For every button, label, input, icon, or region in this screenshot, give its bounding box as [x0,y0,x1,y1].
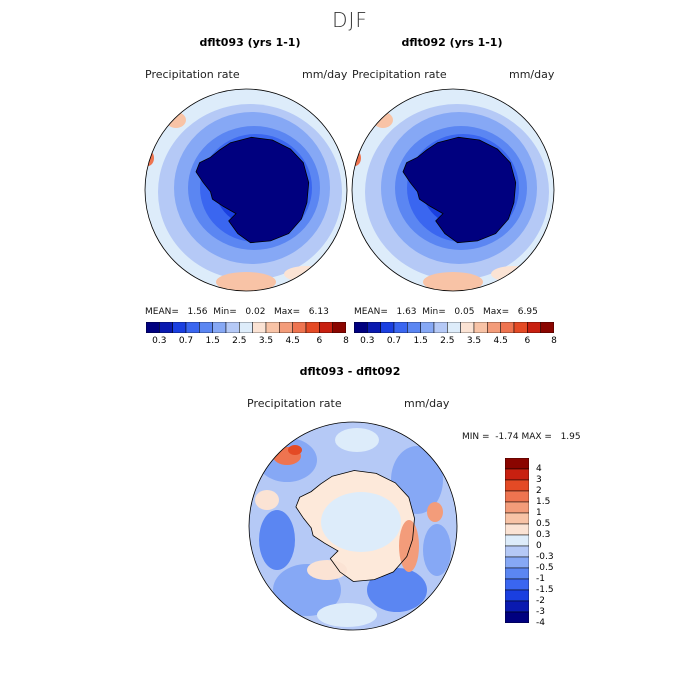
diff-colorbar-ticks: 4 3 2 1.5 1 0.5 0.3 0 -0.3 -0.5 -1 -1.5 -2 -3 -4 [536,458,576,628]
panel2-mean-label: MEAN= [354,307,388,317]
diff-colorbar-tick-label: 4 [536,464,542,474]
diff-colorbar-tick-label: -0.3 [536,552,554,562]
panel2-title: dflt092 (yrs 1-1) [401,36,503,49]
panel2-colorbar [354,322,554,333]
diff-min: -1.74 [495,432,519,442]
panel1-max-label: Max= [274,307,301,317]
panel2-mean: 1.63 [396,307,417,317]
colorbar-tick-label: 8 [343,336,349,346]
colorbar-tick-label: 0.3 [152,336,167,346]
diff-colorbar-tick-label: -2 [536,596,545,606]
diff-colorbar-tick-label: -0.5 [536,563,554,573]
colorbar-tick-label: 2.5 [440,336,455,346]
diff-colorbar [505,458,529,623]
diff-colorbar-tick-label: 1.5 [536,497,551,507]
colorbar-tick-label: 2.5 [232,336,247,346]
colorbar-tick-label: 6 [316,336,323,346]
diff-polar-map [248,421,458,631]
diff-colorbar-tick-label: 0.3 [536,530,551,540]
colorbar-tick-label: 8 [551,336,557,346]
colorbar-tick-label: 6 [524,336,531,346]
panel2-polar-map [351,88,555,292]
panel1-units: mm/day [302,68,348,81]
diff-colorbar-tick-label: -1.5 [536,585,554,595]
diff-colorbar-tick-label: 1 [536,508,542,518]
colorbar-tick-label: 3.5 [466,336,482,346]
colorbar-tick-label: 0.7 [178,336,194,346]
diff-colorbar-tick-label: -1 [536,574,545,584]
panel2-stats: MEAN= 1.63 Min= 0.05 Max= 6.95 [354,307,538,317]
colorbar-tick-label: 1.5 [205,336,220,346]
colorbar-tick-label: 1.5 [413,336,428,346]
diff-colorbar-tick-label: -3 [536,607,545,617]
colorbar-tick-label: 4.5 [285,336,300,346]
season-title: DJF [332,8,368,32]
panel1-var-label: Precipitation rate [145,68,240,81]
panel2-max-label: Max= [483,307,510,317]
diff-colorbar-tick-label: 2 [536,486,542,496]
panel2-min-label: Min= [422,307,446,317]
panel1-colorbar [146,322,346,333]
diff-stats: MIN = -1.74 MAX = 1.95 [462,432,581,442]
panel1-colorbar-ticks: 0.3 0.7 1.5 2.5 3.5 4.5 6 8 [146,336,349,348]
diff-var-label: Precipitation rate [247,397,342,410]
diff-min-label: MIN = [462,432,490,442]
panel2-var-label: Precipitation rate [352,68,447,81]
panel1-max: 6.13 [308,307,329,317]
panel1-min: 0.02 [245,307,266,317]
panel2-units: mm/day [509,68,555,81]
colorbar-tick-label: 3.5 [258,336,274,346]
panel1-stats: MEAN= 1.56 Min= 0.02 Max= 6.13 [145,307,329,317]
panel1-polar-map [144,88,348,292]
panel2-max: 6.95 [517,307,538,317]
diff-colorbar-tick-label: -4 [536,618,545,628]
panel1-min-label: Min= [213,307,237,317]
colorbar-tick-label: 0.3 [360,336,375,346]
panel2-min: 0.05 [454,307,475,317]
diff-colorbar-tick-label: 0.5 [536,519,551,529]
panel1-mean: 1.56 [187,307,208,317]
panel1-title: dflt093 (yrs 1-1) [199,36,301,49]
diff-units: mm/day [404,397,450,410]
diff-title: dflt093 - dflt092 [299,365,401,378]
diff-max: 1.95 [560,432,581,442]
diff-colorbar-tick-label: 0 [536,541,542,551]
colorbar-tick-label: 4.5 [493,336,508,346]
colorbar-tick-label: 0.7 [386,336,402,346]
diff-colorbar-tick-label: 3 [536,475,542,485]
diff-max-label: MAX = [521,432,552,442]
panel1-mean-label: MEAN= [145,307,179,317]
panel2-colorbar-ticks: 0.3 0.7 1.5 2.5 3.5 4.5 6 8 [354,336,557,348]
